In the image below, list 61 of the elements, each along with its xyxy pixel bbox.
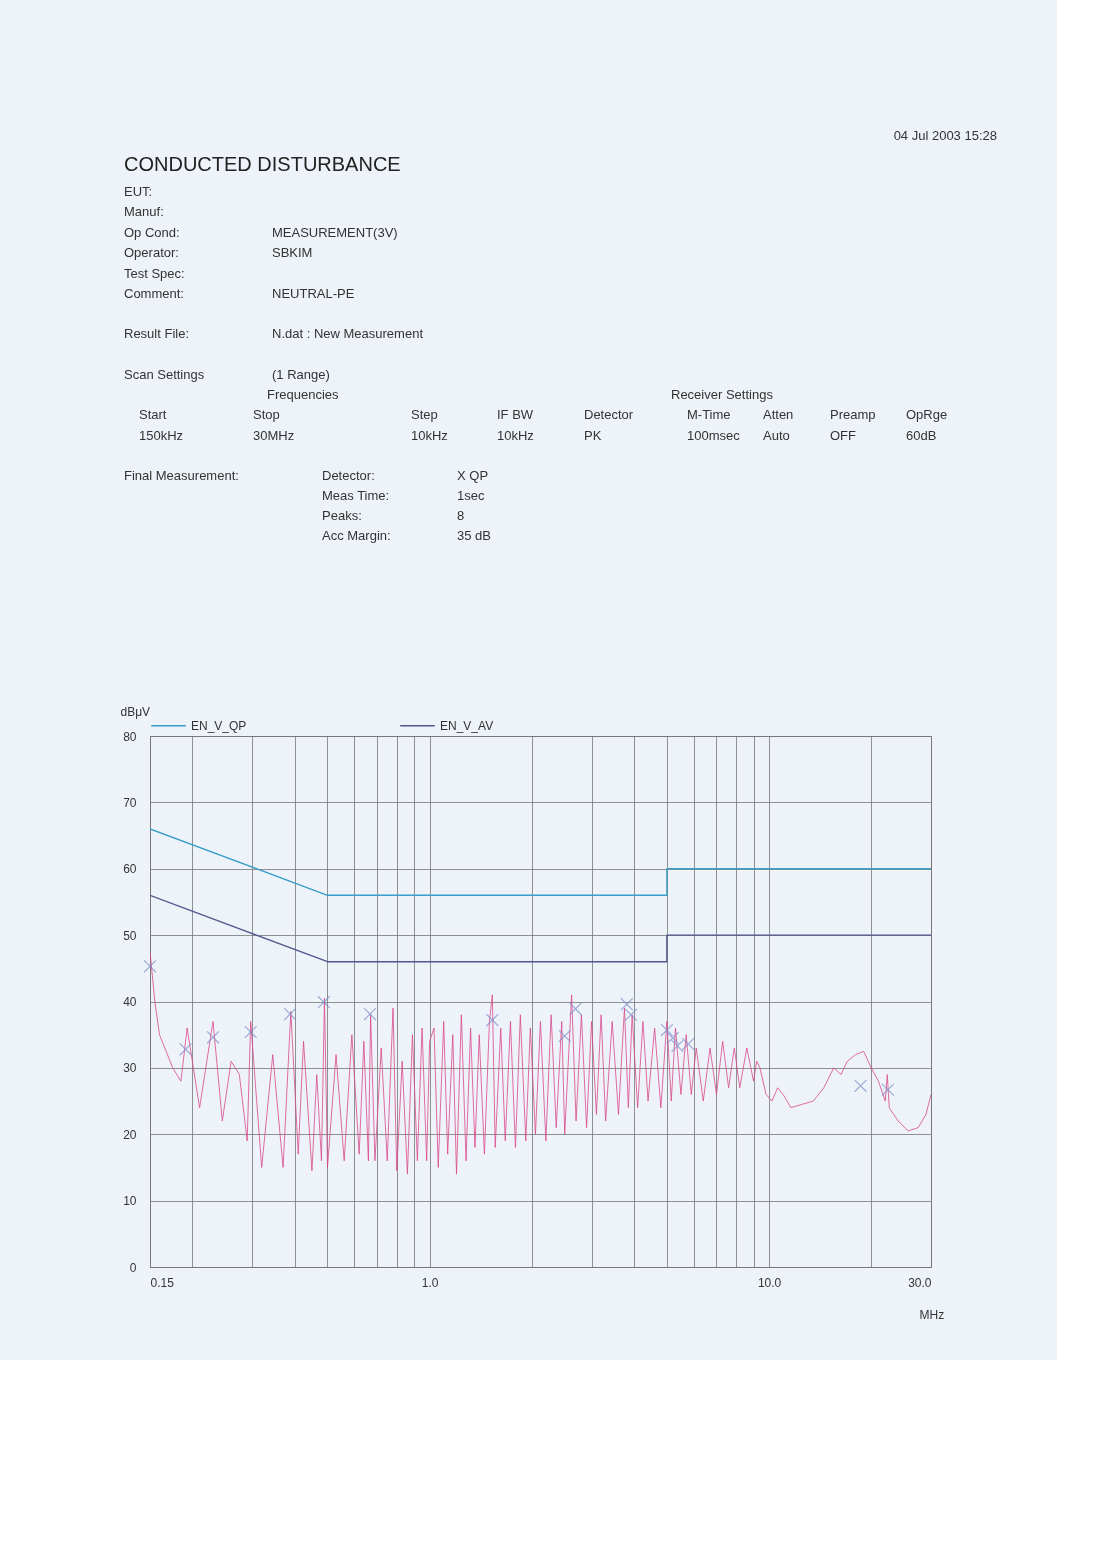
text: 30MHz: [253, 428, 295, 443]
x-tick-label: 10.0: [757, 1275, 782, 1290]
text: Start: [139, 407, 167, 422]
y-tick-label: 60: [123, 862, 137, 877]
text: 35 dB: [457, 528, 491, 543]
text: Stop: [253, 407, 280, 422]
text: Meas Time:: [322, 488, 390, 503]
text: Receiver Settings: [671, 387, 774, 402]
text: Manuf:: [124, 204, 164, 219]
text: Detector: [584, 407, 634, 422]
y-tick-label: 70: [123, 795, 137, 810]
y-tick-label: 0: [129, 1260, 137, 1275]
text: Step: [411, 407, 438, 422]
text: OpRge: [906, 407, 948, 422]
text: OFF: [830, 428, 857, 443]
text: Test Spec:: [124, 266, 185, 281]
text: Frequencies: [267, 387, 340, 402]
y-tick-label: 30: [123, 1061, 137, 1076]
text: (1 Range): [272, 367, 330, 382]
y-tick-label: 50: [123, 928, 137, 943]
text: N.dat : New Measurement: [272, 326, 424, 341]
x-tick-label: 1.0: [421, 1275, 439, 1290]
text: IF BW: [497, 407, 534, 422]
text: M-Time: [687, 407, 731, 422]
text: NEUTRAL-PE: [272, 286, 355, 301]
text: 10kHz: [497, 428, 534, 443]
text: 60dB: [906, 428, 937, 443]
text: 10kHz: [411, 428, 448, 443]
text: EUT:: [124, 184, 153, 199]
text: Scan Settings: [124, 367, 205, 382]
y-tick-label: 40: [123, 995, 137, 1009]
legend-label: EN_V_QP: [191, 718, 247, 733]
text: Peaks:: [322, 508, 362, 523]
x-tick-label: 0.15: [150, 1275, 175, 1290]
text: X QP: [457, 468, 489, 483]
text: Op Cond:: [124, 225, 180, 240]
x-tick-label: 30.0: [908, 1275, 932, 1290]
text: 8: [457, 508, 465, 523]
text: Preamp: [830, 407, 876, 422]
text: PK: [584, 428, 602, 443]
text: MEASUREMENT(3V): [272, 225, 398, 240]
text: 150kHz: [139, 428, 184, 443]
text: Detector:: [322, 468, 375, 483]
text: 04 Jul 2003 15:28: [893, 128, 997, 143]
text: Operator:: [124, 245, 179, 260]
text: Acc Margin:: [322, 528, 391, 543]
y-axis-title: dBμV: [120, 704, 151, 719]
text: SBKIM: [272, 245, 313, 260]
text: 1sec: [457, 488, 485, 503]
y-tick-label: 80: [123, 729, 137, 744]
text: 100msec: [687, 428, 741, 443]
text: Atten: [763, 407, 794, 422]
text: Final Measurement:: [124, 468, 239, 483]
legend-label: EN_V_AV: [440, 718, 494, 733]
y-tick-label: 10: [123, 1194, 137, 1209]
text: Result File:: [124, 326, 190, 341]
x-axis-title: MHz: [919, 1307, 945, 1322]
text: Auto: [763, 428, 790, 443]
y-tick-label: 20: [123, 1127, 137, 1142]
chart-title: CONDUCTED DISTURBANCE: [124, 153, 401, 175]
text: Comment:: [124, 286, 184, 301]
